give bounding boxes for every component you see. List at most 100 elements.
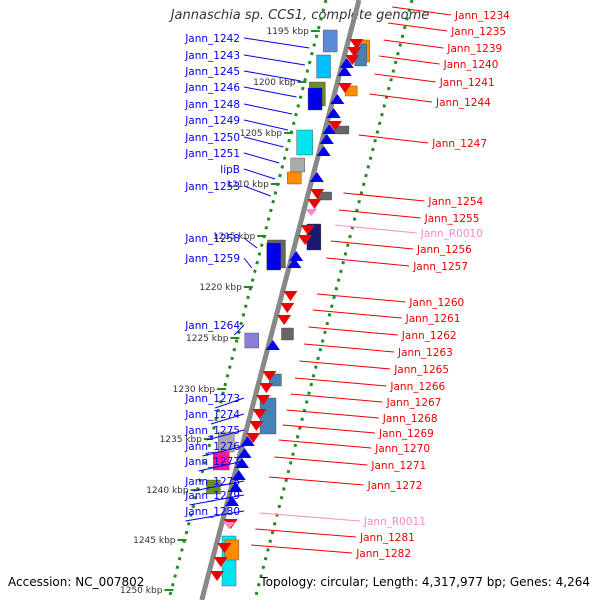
- label-leader-line: [243, 86, 297, 98]
- gene-label-jann-1282: Jann_1282: [355, 548, 411, 560]
- label-leader-line: [387, 22, 448, 32]
- cds-block: [244, 332, 259, 349]
- gene-label-jann-1242: Jann_1242: [184, 33, 240, 45]
- label-leader-line: [251, 544, 353, 554]
- gene-label-jann-1260: Jann_1260: [408, 297, 464, 309]
- label-leader-line: [343, 192, 425, 202]
- label-leader-line: [243, 103, 293, 115]
- label-leader-line: [243, 185, 271, 197]
- gene-label-jann-1253: Jann_1253: [184, 181, 240, 193]
- cds-block: [287, 171, 302, 185]
- label-leader-line: [274, 456, 368, 466]
- label-leader-line: [278, 439, 372, 449]
- label-leader-line: [214, 397, 245, 409]
- cds-block: [290, 157, 305, 173]
- gene-label-jann-r0010: Jann_R0010: [420, 228, 483, 240]
- reverse-gene-arrow: [259, 383, 274, 393]
- reverse-gene-arrow: [280, 303, 295, 313]
- gene-label-jann-1275: Jann_1275: [184, 425, 240, 437]
- label-leader-line: [383, 39, 444, 49]
- forward-gene-arrow: [330, 94, 345, 104]
- chromosome-line: [199, 0, 362, 600]
- label-leader-line: [243, 37, 310, 49]
- reverse-gene-arrow: [349, 39, 364, 49]
- reverse-gene-arrow: [307, 199, 322, 209]
- gene-label-jann-1268: Jann_1268: [382, 413, 438, 425]
- forward-gene-arrow: [237, 448, 252, 458]
- reverse-gene-arrow: [345, 55, 360, 65]
- gene-label-jann-1262: Jann_1262: [401, 330, 457, 342]
- gene-label-jann-1240: Jann_1240: [443, 59, 499, 71]
- gene-label-jann-1277: Jann_1277: [184, 456, 240, 468]
- gene-label-jann-1279: Jann_1279: [184, 490, 240, 502]
- label-leader-line: [198, 460, 245, 472]
- label-leader-line: [303, 343, 395, 353]
- scale-label: 1200 kbp: [253, 78, 296, 88]
- label-leader-line: [243, 257, 253, 269]
- scale-label: 1210 kbp: [226, 180, 269, 190]
- gene-label-jann-1280: Jann_1280: [184, 506, 240, 518]
- label-leader-line: [255, 528, 357, 538]
- label-leader-line: [206, 429, 245, 441]
- gene-label-jann-1274: Jann_1274: [184, 409, 240, 421]
- label-leader-line: [268, 476, 364, 486]
- cds-block: [323, 29, 338, 53]
- gene-label-jann-1241: Jann_1241: [439, 77, 495, 89]
- label-leader-line: [185, 510, 245, 522]
- rna-marker: [223, 522, 236, 529]
- reverse-gene-arrow: [262, 371, 277, 381]
- label-leader-line: [243, 119, 289, 131]
- gene-label-jann-1276: Jann_1276: [184, 441, 240, 453]
- map-title: Jannaschia sp. CCS1, complete genome: [170, 8, 430, 23]
- gene-label-jann-1273: Jann_1273: [184, 393, 240, 405]
- label-leader-line: [233, 324, 245, 336]
- forward-gene-arrow: [231, 470, 246, 480]
- forward-gene-arrow: [289, 251, 304, 261]
- scale-label: 1215 kbp: [213, 232, 256, 242]
- reverse-gene-arrow: [300, 225, 315, 235]
- forward-gene-arrow: [309, 172, 324, 182]
- scale-label: 1195 kbp: [266, 27, 309, 37]
- label-leader-line: [282, 424, 376, 434]
- reverse-gene-arrow: [337, 83, 352, 93]
- cds-block: [281, 327, 294, 341]
- scale-label: 1205 kbp: [240, 129, 283, 139]
- label-leader-line: [243, 54, 306, 66]
- forward-gene-arrow: [337, 66, 352, 76]
- reverse-gene-arrow: [210, 571, 225, 581]
- gene-label-jann-1256: Jann_1256: [416, 244, 472, 256]
- cds-block: [296, 129, 313, 156]
- gene-label-jann-1254: Jann_1254: [427, 196, 483, 208]
- accession-label: Accession: NC_007802: [8, 575, 145, 589]
- label-leader-line: [243, 152, 280, 164]
- gene-label-jann-1264: Jann_1264: [184, 320, 240, 332]
- label-leader-line: [243, 136, 284, 148]
- rna-marker: [305, 209, 318, 216]
- cds-arrow: [307, 87, 323, 111]
- label-leader-line: [243, 168, 276, 180]
- reverse-gene-arrow: [277, 315, 292, 325]
- forward-gene-arrow: [319, 134, 334, 144]
- scale-label: 1240 kbp: [146, 486, 189, 496]
- gene-label-jann-1235: Jann_1235: [450, 26, 506, 38]
- gene-label-jann-1271: Jann_1271: [370, 460, 426, 472]
- gene-label-jann-1261: Jann_1261: [405, 313, 461, 325]
- forward-gene-arrow: [225, 496, 239, 506]
- gene-label-jann-1249: Jann_1249: [184, 115, 240, 127]
- label-leader-line: [294, 377, 387, 387]
- label-leader-line: [312, 309, 402, 319]
- label-leader-line: [316, 293, 406, 303]
- gene-label-jann-1243: Jann_1243: [184, 50, 240, 62]
- gene-label-jann-1272: Jann_1272: [367, 480, 423, 492]
- reverse-gene-arrow: [217, 543, 232, 553]
- label-leader-line: [243, 70, 301, 82]
- reverse-gene-arrow: [327, 121, 342, 131]
- gene-label-jann-1281: Jann_1281: [359, 532, 415, 544]
- gene-label-jann-1244: Jann_1244: [435, 97, 491, 109]
- forward-gene-arrow: [240, 436, 255, 446]
- label-leader-line: [374, 73, 436, 83]
- label-leader-line: [202, 445, 245, 457]
- forward-gene-arrow: [326, 108, 341, 118]
- gene-label-jann-1269: Jann_1269: [378, 428, 434, 440]
